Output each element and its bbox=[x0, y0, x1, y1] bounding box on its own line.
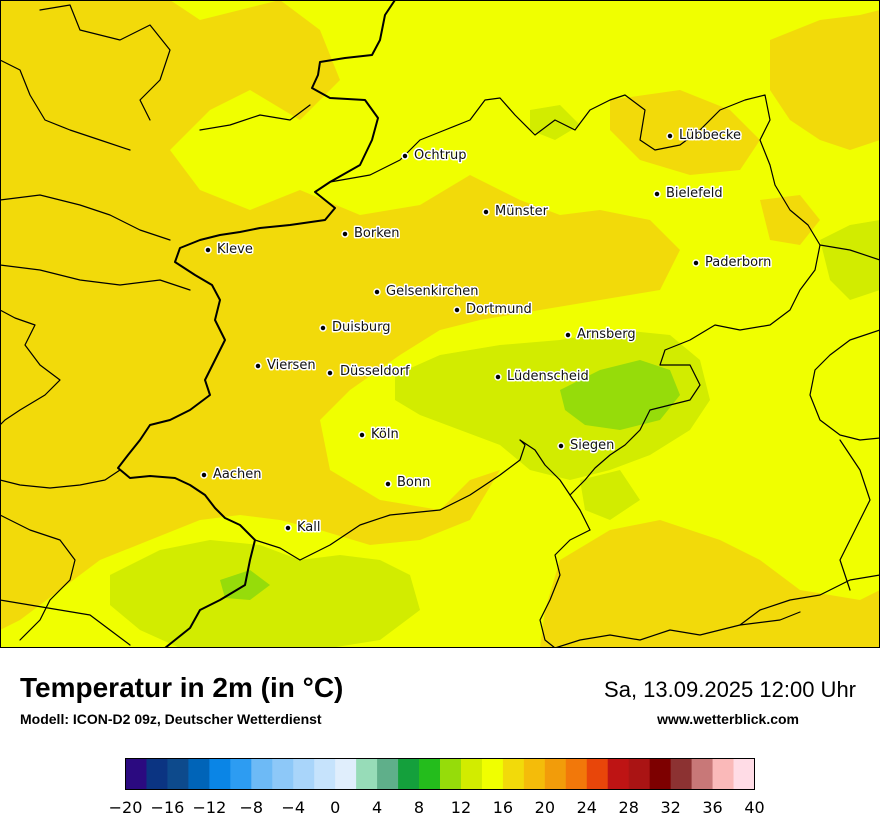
legend-color-cell bbox=[377, 758, 399, 790]
legend-tick-label: 8 bbox=[414, 798, 424, 817]
legend-color-cell bbox=[272, 758, 294, 790]
city-duisburg: Duisburg bbox=[319, 319, 392, 337]
legend-tick-label: −8 bbox=[240, 798, 264, 817]
city-kall: Kall bbox=[284, 519, 322, 537]
svg-text:Ochtrup: Ochtrup bbox=[414, 148, 467, 163]
legend-frame bbox=[125, 758, 755, 790]
svg-text:Dortmund: Dortmund bbox=[466, 302, 532, 317]
legend-color-cell bbox=[649, 758, 672, 790]
legend-color-cell bbox=[670, 758, 692, 790]
legend-color-cell bbox=[398, 758, 420, 790]
svg-text:Kleve: Kleve bbox=[217, 242, 253, 257]
legend-color-cell bbox=[586, 758, 609, 790]
city-borken: Borken bbox=[341, 225, 401, 243]
legend-color-cell bbox=[481, 758, 504, 790]
legend-color-cell bbox=[146, 758, 168, 790]
legend-color-cell bbox=[565, 758, 588, 790]
legend-color-cell bbox=[712, 758, 734, 790]
svg-text:Lübbecke: Lübbecke bbox=[679, 128, 741, 143]
legend-color-cell bbox=[167, 758, 189, 790]
city-bonn: Bonn bbox=[384, 474, 432, 492]
legend-tick-label: 0 bbox=[330, 798, 340, 817]
city-bielefeld: Bielefeld bbox=[653, 185, 724, 203]
legend-color-cell bbox=[230, 758, 252, 790]
city-paderborn: Paderborn bbox=[692, 254, 773, 272]
website-link[interactable]: www.wetterblick.com bbox=[657, 711, 799, 727]
legend-color-cell bbox=[356, 758, 378, 790]
city-dortmund: Dortmund bbox=[453, 301, 533, 319]
svg-text:Düsseldorf: Düsseldorf bbox=[340, 364, 410, 379]
legend-color-cell bbox=[523, 758, 546, 790]
city-kleve: Kleve bbox=[204, 241, 254, 259]
legend-color-cell bbox=[251, 758, 273, 790]
map-title: Temperatur in 2m (in °C) bbox=[20, 672, 344, 703]
legend-color-cells bbox=[125, 758, 755, 790]
legend-tick-label: −20 bbox=[109, 798, 143, 817]
city-luedenscheid: Lüdenscheid bbox=[494, 368, 590, 386]
borders bbox=[0, 0, 880, 648]
legend-tick-label: 28 bbox=[619, 798, 639, 817]
legend-color-cell bbox=[460, 758, 483, 790]
city-muenster: Münster bbox=[482, 203, 550, 221]
legend-color-cell bbox=[628, 758, 651, 790]
svg-text:Duisburg: Duisburg bbox=[332, 320, 391, 335]
legend-tick-label: 12 bbox=[451, 798, 471, 817]
legend-color-cell bbox=[419, 758, 441, 790]
legend-color-cell bbox=[544, 758, 567, 790]
city-luebbecke: Lübbecke bbox=[666, 127, 742, 145]
forecast-datetime: Sa, 13.09.2025 12:00 Uhr bbox=[604, 677, 856, 702]
svg-text:Siegen: Siegen bbox=[570, 438, 614, 453]
svg-text:Viersen: Viersen bbox=[267, 358, 316, 373]
svg-text:Aachen: Aachen bbox=[213, 467, 261, 482]
city-arnsberg: Arnsberg bbox=[564, 326, 637, 344]
svg-text:Köln: Köln bbox=[371, 427, 399, 442]
legend-color-cell bbox=[125, 758, 147, 790]
legend-color-cell bbox=[440, 758, 462, 790]
cities: Ochtrup Lübbecke Bielefeld Münster Borke… bbox=[200, 127, 773, 537]
city-siegen: Siegen bbox=[557, 437, 616, 455]
legend-tick-label: 40 bbox=[744, 798, 764, 817]
temperature-map: Ochtrup Lübbecke Bielefeld Münster Borke… bbox=[0, 0, 880, 648]
legend-color-cell bbox=[314, 758, 336, 790]
city-viersen: Viersen bbox=[254, 357, 317, 375]
color-legend: −20 −16 −12 −8 −4 0 4 8 12 16 20 24 28 32 36 40 bbox=[109, 758, 765, 817]
svg-text:Münster: Münster bbox=[495, 204, 549, 219]
city-duesseldorf: Düsseldorf bbox=[326, 363, 411, 381]
svg-text:Gelsenkirchen: Gelsenkirchen bbox=[386, 284, 479, 299]
city-koeln: Köln bbox=[358, 426, 400, 444]
legend-color-cell bbox=[293, 758, 315, 790]
legend-tick-label: −4 bbox=[281, 798, 305, 817]
legend-color-cell bbox=[335, 758, 357, 790]
legend-tick-label: 4 bbox=[372, 798, 382, 817]
svg-text:Lüdenscheid: Lüdenscheid bbox=[507, 369, 589, 384]
legend-tick-label: 36 bbox=[702, 798, 722, 817]
legend-color-cell bbox=[733, 758, 755, 790]
legend-tick-label: −12 bbox=[192, 798, 226, 817]
svg-text:Bonn: Bonn bbox=[397, 475, 430, 490]
svg-text:Borken: Borken bbox=[354, 226, 400, 241]
legend-tick-label: 16 bbox=[493, 798, 513, 817]
legend-tick-label: 20 bbox=[535, 798, 555, 817]
city-ochtrup: Ochtrup bbox=[401, 147, 468, 165]
svg-text:Bielefeld: Bielefeld bbox=[666, 186, 723, 201]
warm-zones bbox=[0, 0, 880, 648]
legend-tick-label: 32 bbox=[660, 798, 680, 817]
legend-color-cell bbox=[502, 758, 525, 790]
city-aachen: Aachen bbox=[200, 466, 263, 484]
legend-color-cell bbox=[607, 758, 630, 790]
svg-text:Paderborn: Paderborn bbox=[705, 255, 771, 270]
legend-tick-label: 24 bbox=[577, 798, 597, 817]
legend-tick-labels: −20 −16 −12 −8 −4 0 4 8 12 16 20 24 28 32 36 40 bbox=[109, 798, 765, 817]
legend-color-cell bbox=[691, 758, 713, 790]
legend-color-cell bbox=[209, 758, 231, 790]
city-gelsenkirchen: Gelsenkirchen bbox=[373, 283, 480, 301]
svg-text:Arnsberg: Arnsberg bbox=[577, 327, 636, 342]
model-info: Modell: ICON-D2 09z, Deutscher Wetterdie… bbox=[20, 711, 322, 727]
legend-color-cell bbox=[188, 758, 210, 790]
svg-text:Kall: Kall bbox=[297, 520, 321, 535]
legend-tick-label: −16 bbox=[151, 798, 185, 817]
